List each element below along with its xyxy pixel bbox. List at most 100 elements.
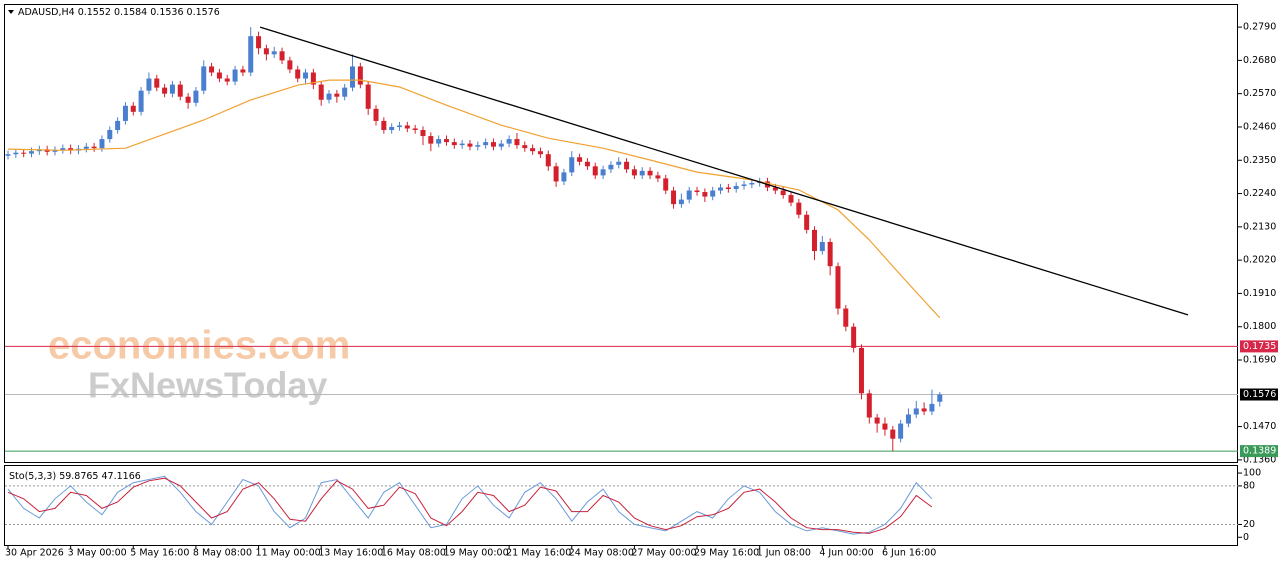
x-tick-label: 19 May 00:00 bbox=[443, 548, 508, 559]
x-tick-label: 11 May 00:00 bbox=[256, 548, 321, 559]
y-tick-label: 0.1360 bbox=[1243, 454, 1276, 465]
candle-body bbox=[710, 190, 716, 197]
candle-body bbox=[404, 125, 410, 129]
watermark: economies.com bbox=[48, 324, 350, 368]
candle-body bbox=[248, 36, 254, 73]
sto-header: Sto(5,3,3) 59.8765 47.1166 bbox=[9, 471, 141, 482]
candle-body bbox=[5, 154, 11, 156]
candle-body bbox=[99, 139, 105, 149]
header-value: 47.1166 bbox=[102, 471, 141, 482]
candle-body bbox=[663, 178, 669, 191]
candle-body bbox=[443, 139, 449, 143]
y-tick-label: 0 bbox=[1243, 532, 1249, 543]
candle-body bbox=[303, 72, 309, 79]
candle-body bbox=[467, 143, 473, 147]
candle-body bbox=[553, 166, 559, 182]
candle-body bbox=[874, 417, 880, 424]
candle-body bbox=[83, 146, 89, 149]
candle-body bbox=[420, 129, 426, 137]
candle-body bbox=[13, 152, 19, 155]
candle-body bbox=[600, 169, 606, 176]
header-value: 0.1576 bbox=[187, 7, 220, 18]
candle-body bbox=[718, 187, 724, 191]
x-tick-label: 24 May 08:00 bbox=[569, 548, 634, 559]
candle-body bbox=[185, 96, 191, 103]
candle-body bbox=[28, 151, 34, 154]
y-tick-label: 0.2350 bbox=[1243, 155, 1276, 166]
candle-body bbox=[122, 105, 128, 121]
y-tick-label: 0.2680 bbox=[1243, 55, 1276, 66]
candle-body bbox=[522, 145, 528, 149]
candle-body bbox=[397, 125, 402, 127]
x-tick-label: 21 May 16:00 bbox=[506, 548, 571, 559]
candle-body bbox=[725, 187, 731, 190]
candle-body bbox=[686, 190, 692, 200]
candle-body bbox=[858, 347, 864, 394]
header-value: 0.1536 bbox=[150, 7, 183, 18]
candle-body bbox=[921, 408, 927, 412]
candle-body bbox=[60, 148, 66, 150]
candle-body bbox=[678, 199, 684, 205]
candle-body bbox=[913, 408, 919, 415]
candle-body bbox=[851, 326, 857, 348]
candle-body bbox=[459, 143, 465, 146]
candle-body bbox=[342, 87, 348, 97]
candle-body bbox=[929, 403, 935, 412]
candle-body bbox=[866, 393, 872, 418]
candle-body bbox=[898, 423, 904, 439]
candle-body bbox=[138, 90, 144, 112]
candle-body bbox=[295, 69, 301, 79]
candle-body bbox=[52, 149, 58, 152]
level-label-box bbox=[1240, 340, 1278, 353]
candle-body bbox=[44, 149, 50, 152]
sto-panel bbox=[4, 465, 1238, 546]
y-tick-label: 20 bbox=[1243, 519, 1255, 530]
candle-body bbox=[772, 187, 778, 191]
x-tick-label: 13 May 16:00 bbox=[318, 548, 383, 559]
candle-body bbox=[655, 175, 661, 179]
candle-body bbox=[146, 78, 152, 91]
header-value: 59.8765 bbox=[59, 471, 98, 482]
x-tick-label: 29 May 16:00 bbox=[694, 548, 759, 559]
candle-body bbox=[694, 190, 700, 193]
header-value: 0.1552 bbox=[78, 7, 111, 18]
sto-title: Sto(5,3,3) bbox=[9, 471, 56, 482]
candle-body bbox=[788, 195, 794, 203]
candle-body bbox=[905, 414, 911, 424]
candle-body bbox=[177, 84, 183, 97]
y-tick-label: 0.2240 bbox=[1243, 188, 1276, 199]
candle-body bbox=[373, 108, 379, 121]
candle-body bbox=[569, 157, 575, 173]
candle-body bbox=[381, 120, 387, 130]
candle-body bbox=[498, 143, 504, 147]
candle-body bbox=[154, 78, 160, 88]
x-tick-label: 30 Apr 2026 bbox=[5, 548, 64, 559]
x-tick-label: 3 May 00:00 bbox=[68, 548, 127, 559]
candle-body bbox=[749, 182, 755, 185]
candle-body bbox=[68, 148, 74, 151]
candle-body bbox=[537, 151, 543, 155]
y-tick-label: 0.2790 bbox=[1243, 22, 1276, 33]
candle-body bbox=[389, 126, 395, 130]
candle-body bbox=[584, 161, 590, 167]
level-label: 0.1735 bbox=[1243, 341, 1276, 352]
candle-body bbox=[796, 202, 802, 215]
moving-average bbox=[7, 79, 941, 319]
watermark: FxNewsToday bbox=[88, 365, 327, 406]
candle-body bbox=[741, 184, 747, 186]
menu-arrow[interactable] bbox=[8, 10, 14, 14]
candle-body bbox=[631, 169, 637, 176]
candle-body bbox=[428, 136, 434, 144]
main-panel bbox=[4, 4, 1238, 463]
candle-body bbox=[451, 142, 457, 146]
y-tick-label: 100 bbox=[1243, 468, 1261, 479]
candle-body bbox=[937, 394, 943, 402]
candle-body bbox=[639, 170, 645, 176]
y-tick-label: 0.1690 bbox=[1243, 355, 1276, 366]
y-tick-label: 0.2460 bbox=[1243, 121, 1276, 132]
candle-body bbox=[811, 229, 817, 252]
y-tick-label: 0.1800 bbox=[1243, 321, 1276, 332]
candle-body bbox=[240, 69, 246, 73]
candle-body bbox=[733, 185, 739, 190]
candle-body bbox=[671, 190, 677, 205]
